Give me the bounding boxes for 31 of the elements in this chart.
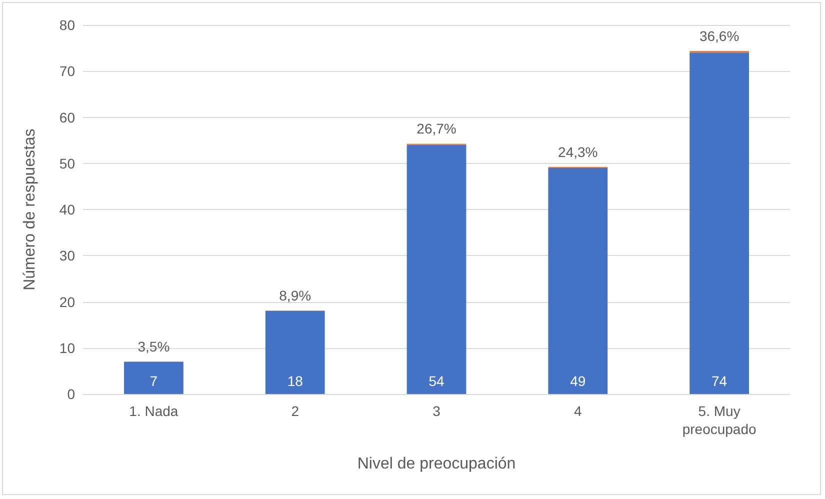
data-label: 36,6% (699, 28, 740, 44)
data-label: 74 (712, 373, 728, 389)
y-tick-label: 50 (59, 155, 76, 172)
y-tick-label: 20 (59, 294, 76, 310)
data-label: 7 (150, 373, 158, 389)
bar (690, 52, 749, 394)
y-tick-label: 0 (67, 386, 76, 402)
x-tick-label: 5. Muy preocupado (682, 403, 756, 437)
bar (265, 310, 325, 394)
y-tick-label: 80 (59, 17, 76, 33)
data-label: 24,3% (558, 144, 598, 160)
bar (406, 144, 466, 394)
y-tick-label: 60 (59, 109, 76, 126)
x-tick-label: 1. Nada (129, 403, 178, 419)
y-tick-label: 70 (59, 63, 76, 80)
data-label: 49 (570, 373, 586, 389)
data-label: 54 (428, 373, 444, 389)
bar (548, 168, 608, 394)
data-label: 8,9% (279, 288, 312, 304)
x-tick-label: 4 (574, 403, 582, 419)
x-tick-label: 3 (432, 403, 441, 419)
x-tick-label: 2 (291, 403, 300, 419)
data-label: 18 (287, 373, 304, 389)
data-label: 3,5% (138, 338, 170, 355)
x-axis-title: Nivel de preocupación (357, 456, 516, 472)
data-label: 26,7% (416, 120, 456, 137)
y-tick-label: 10 (59, 340, 76, 356)
bar (124, 362, 184, 394)
y-axis-title: Número de respuestas (22, 128, 38, 290)
y-tick-label: 30 (59, 248, 76, 264)
y-tick-label: 40 (59, 202, 76, 218)
